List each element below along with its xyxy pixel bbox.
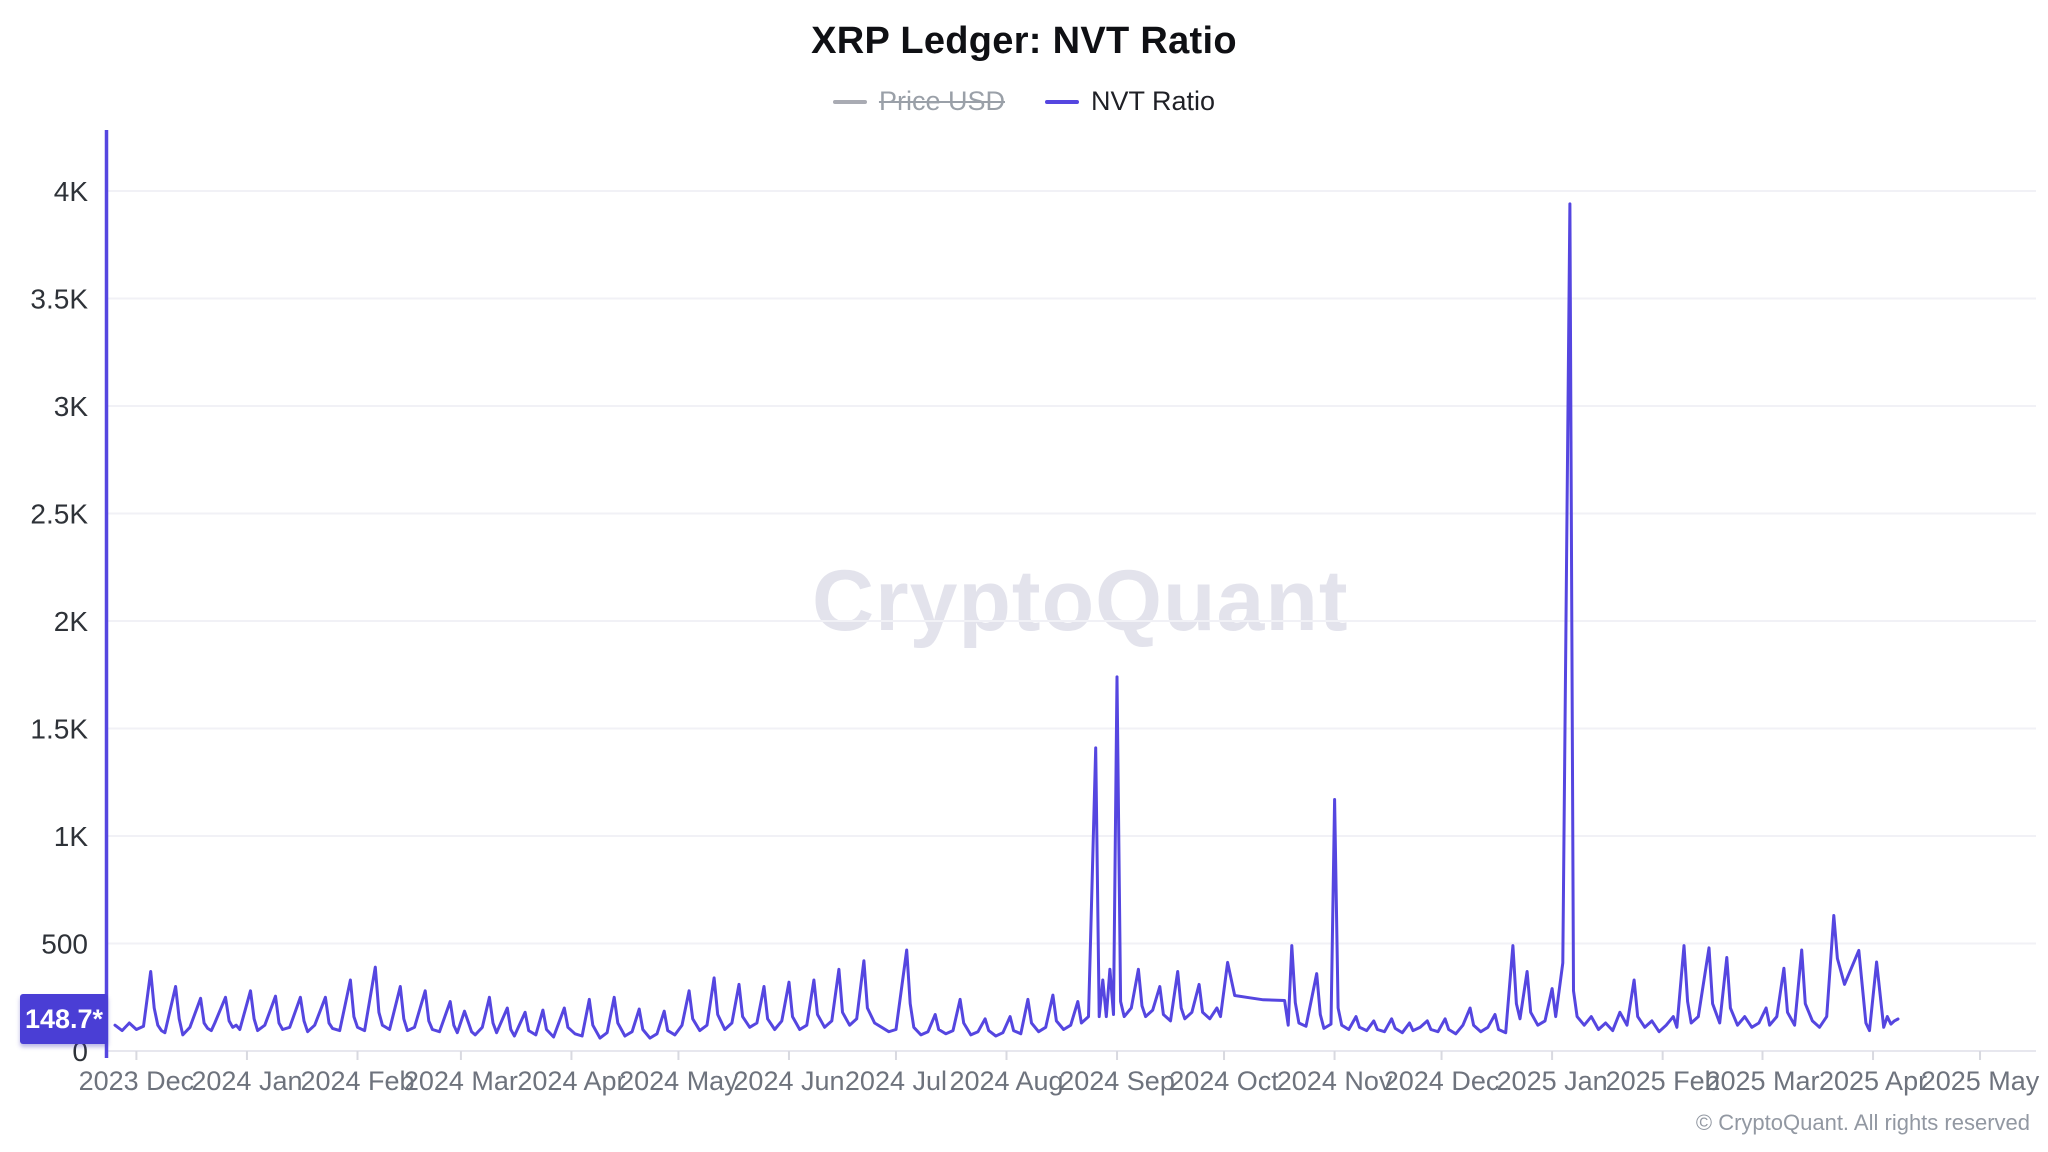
chart-title: XRP Ledger: NVT Ratio: [811, 20, 1237, 62]
x-axis-tick-label: 2024 Mar: [404, 1066, 518, 1096]
y-axis-tick-label: 500: [41, 929, 88, 960]
y-axis-tick-label: 1K: [54, 821, 89, 852]
legend-label-nvt-ratio: NVT Ratio: [1090, 86, 1216, 116]
legend-item-price-usd[interactable]: Price USD: [832, 86, 1005, 117]
y-axis-tick-label: 4K: [54, 176, 89, 207]
legend-dash-icon: [1044, 99, 1079, 104]
y-axis-tick-label: 3.5K: [30, 284, 88, 315]
x-axis-tick-label: 2024 Oct: [1169, 1066, 1279, 1096]
x-axis-tick-label: 2025 Jan: [1497, 1066, 1608, 1096]
copyright-text: © CryptoQuant. All rights reserved: [1695, 1110, 2030, 1135]
y-axis-tick-label: 3K: [54, 391, 89, 422]
x-axis-tick-label: 2024 Jan: [191, 1066, 302, 1096]
legend-dash-icon: [832, 99, 867, 104]
y-axis-tick-label: 2K: [54, 606, 89, 637]
y-axis-tick-label: 2.5K: [30, 499, 88, 530]
x-axis-tick-label: 2024 Aug: [949, 1066, 1063, 1096]
x-axis-tick-label: 2025 May: [1921, 1066, 2040, 1096]
x-axis-tick-label: 2023 Dec: [79, 1066, 195, 1096]
last-value-badge: 148.7*: [20, 994, 108, 1045]
x-axis-tick-label: 2024 May: [619, 1066, 738, 1096]
x-axis-tick-label: 2025 Mar: [1705, 1066, 1819, 1096]
y-axis-tick-label: 1.5K: [30, 714, 88, 745]
nvt-ratio-line: [113, 202, 1900, 1040]
legend-label-price-usd: Price USD: [878, 86, 1005, 116]
x-axis-tick-label: 2024 Apr: [517, 1066, 625, 1096]
x-axis-tick-label: 2024 Jul: [845, 1066, 947, 1096]
x-axis-tick-label: 2024 Dec: [1384, 1066, 1500, 1096]
legend: Price USD NVT Ratio: [0, 86, 2048, 117]
x-axis-tick-label: 2024 Sep: [1059, 1066, 1175, 1096]
x-axis-tick-label: 2024 Jun: [733, 1066, 844, 1096]
cryptoquant-watermark: CryptoQuant: [812, 553, 1349, 649]
x-axis-tick-label: 2025 Feb: [1606, 1066, 1720, 1096]
x-axis-tick-label: 2024 Feb: [300, 1066, 414, 1096]
x-axis-tick-label: 2024 Nov: [1277, 1066, 1393, 1096]
legend-item-nvt-ratio[interactable]: NVT Ratio: [1044, 86, 1216, 117]
x-axis-tick-label: 2025 Apr: [1819, 1066, 1927, 1096]
